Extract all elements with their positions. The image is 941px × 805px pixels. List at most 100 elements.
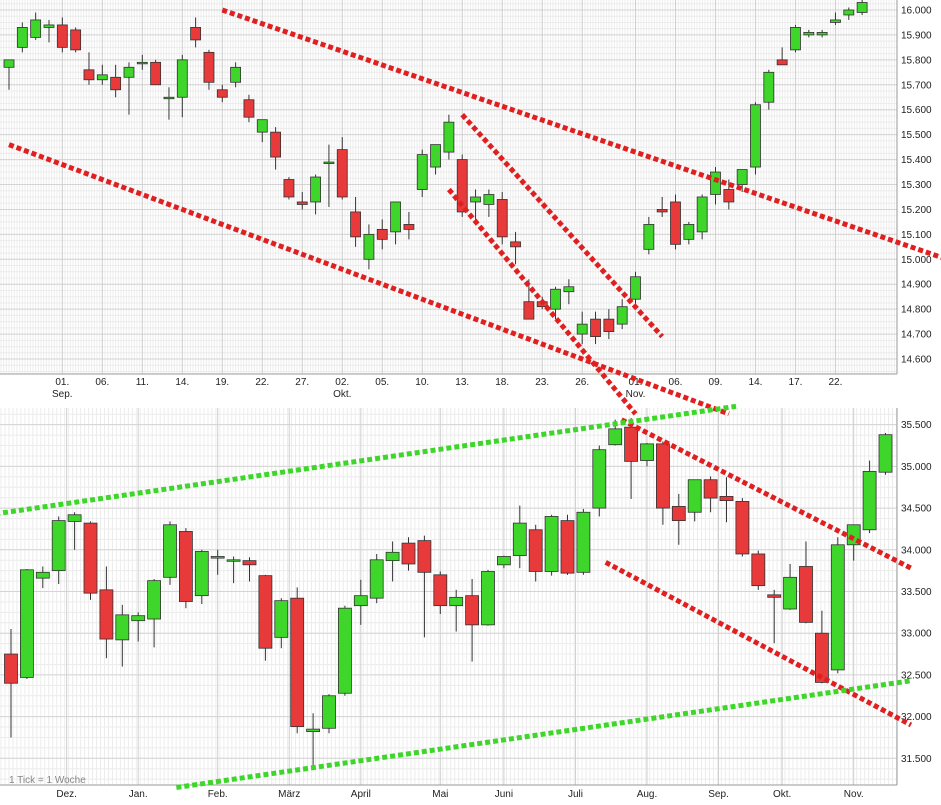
candlestick [862, 460, 877, 534]
candlestick [35, 566, 50, 589]
candle-body [763, 71, 775, 103]
candlestick [210, 549, 225, 575]
candle-body [136, 61, 148, 65]
resistance-trendline [446, 187, 638, 416]
candle-body [683, 223, 695, 240]
candlestick [512, 505, 527, 569]
daily-price-panel: 16.000 15.900 15.800 15.700 15.600 15.500 15.4… [0, 0, 932, 400]
candlestick [723, 179, 735, 210]
candle-body [35, 571, 50, 579]
tick-interval-note: 1 Tick = 1 Woche [9, 775, 86, 786]
candle-body [296, 201, 308, 205]
candle-body [115, 614, 130, 641]
x-tick-label: Okt. [773, 789, 791, 800]
y-tick-label: 15.500 [901, 130, 932, 141]
candle-body [563, 286, 575, 293]
candlestick [194, 549, 209, 605]
candlestick [449, 589, 464, 632]
candle-body [750, 104, 761, 168]
candle-body [353, 595, 368, 607]
candle-body [83, 522, 98, 594]
candle-body [776, 59, 788, 66]
candlestick [30, 12, 42, 40]
candlestick [56, 17, 68, 53]
candle-body [603, 318, 615, 333]
candle-body [630, 276, 641, 300]
y-tick-label: 15.100 [901, 230, 932, 241]
y-tick-label: 14.600 [901, 355, 932, 366]
x-tick-label: Dez. [56, 789, 77, 800]
candlestick [856, 0, 868, 15]
candle-body [856, 2, 868, 13]
candlestick [510, 231, 521, 265]
candle-body [83, 69, 95, 81]
x-tick-label: 17. [789, 377, 803, 388]
candlestick [481, 569, 495, 626]
candlestick [178, 528, 193, 609]
candle-body [369, 559, 384, 599]
candlestick [51, 516, 66, 584]
candle-body [592, 449, 607, 509]
candle-body [496, 199, 508, 238]
candlestick [656, 441, 670, 525]
resistance-trendline [620, 417, 913, 571]
candle-body [790, 27, 801, 51]
candlestick [306, 713, 321, 769]
x-tick-month-label: Sep. [52, 389, 73, 400]
grid [0, 0, 898, 375]
candle-body [416, 154, 428, 190]
candle-body [830, 544, 845, 671]
candlestick [274, 598, 289, 649]
candlestick [751, 550, 766, 590]
candlestick [290, 587, 305, 734]
candlestick [363, 224, 375, 270]
candle-body [719, 496, 734, 501]
support-trendline [176, 678, 912, 790]
y-tick-label: 33.500 [901, 587, 932, 598]
candlestick [350, 196, 361, 247]
candle-body [194, 551, 209, 597]
candlestick [99, 566, 114, 659]
candlestick [83, 521, 98, 600]
candlestick [803, 29, 815, 38]
candle-body [56, 24, 68, 48]
candlestick [322, 694, 336, 734]
candle-body [656, 209, 668, 213]
candle-body [576, 323, 588, 335]
candlestick [353, 579, 368, 625]
y-tick-label: 15.000 [901, 255, 932, 266]
candle-body [449, 596, 464, 607]
candlestick [163, 521, 177, 585]
candlestick [110, 64, 122, 98]
candle-body [67, 514, 82, 522]
candle-body [376, 228, 388, 240]
candle-body [401, 542, 416, 565]
candlestick [576, 508, 591, 575]
x-tick-label: 01. [629, 377, 643, 388]
x-tick-label: Mai [432, 789, 448, 800]
candlestick [763, 69, 775, 110]
candlestick [190, 17, 202, 48]
y-tick-label: 15.800 [901, 55, 932, 66]
x-tick-label: 10. [415, 377, 429, 388]
candlestick [83, 52, 95, 85]
candlestick [843, 7, 855, 20]
x-tick-label: 09. [709, 377, 723, 388]
candlestick [123, 62, 135, 115]
candlestick [417, 535, 432, 638]
candlestick [226, 556, 241, 584]
x-tick-label: Nov. [844, 789, 864, 800]
candle-body [736, 169, 748, 185]
candle-body [3, 59, 15, 68]
candlestick [544, 514, 559, 576]
candlestick [816, 29, 828, 38]
candle-body [16, 27, 28, 48]
candlestick [643, 216, 655, 255]
candlestick [43, 19, 55, 43]
candlestick [70, 27, 82, 53]
x-tick-label: 14. [749, 377, 763, 388]
candlestick [528, 524, 543, 582]
candlestick [403, 211, 415, 240]
candlestick [4, 629, 18, 738]
y-tick-label: 35.000 [901, 462, 932, 473]
